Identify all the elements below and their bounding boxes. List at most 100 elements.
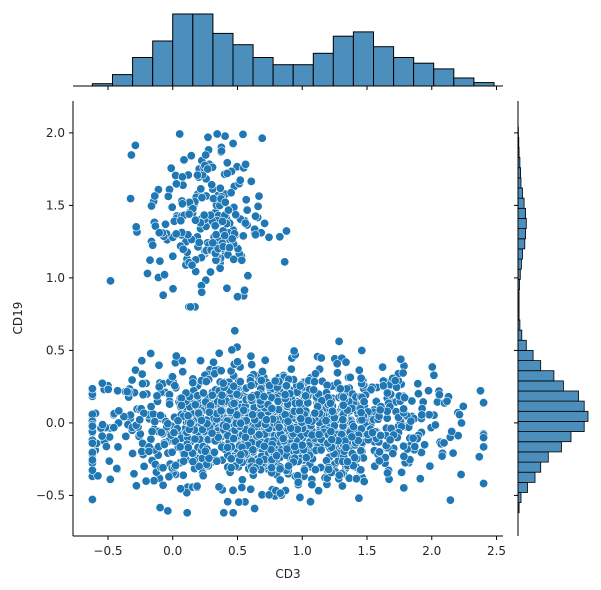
data-point [284, 461, 294, 471]
data-point [178, 244, 188, 254]
data-point [334, 336, 344, 346]
data-point [219, 508, 229, 518]
hist-bar-x [132, 57, 154, 87]
hist-bar-x [292, 64, 314, 87]
data-point [197, 415, 207, 425]
data-point [309, 385, 319, 395]
data-point [146, 402, 156, 412]
data-point [237, 475, 247, 485]
data-point [278, 433, 288, 443]
data-point [223, 442, 233, 452]
data-point [173, 416, 183, 426]
hist-bar-x [252, 57, 274, 87]
data-point [248, 465, 258, 475]
data-point [196, 184, 206, 194]
data-point [233, 357, 243, 367]
data-point [227, 234, 237, 244]
data-point [127, 375, 137, 385]
y-tick-label: 1.5 [46, 198, 65, 212]
data-point [158, 290, 168, 300]
data-point [178, 367, 188, 377]
data-point [454, 410, 464, 420]
data-point [447, 426, 457, 436]
data-point [429, 370, 439, 380]
data-point [388, 448, 398, 458]
data-point [158, 463, 168, 473]
data-point [246, 176, 256, 186]
data-point [154, 360, 164, 370]
data-point [385, 435, 395, 445]
hist-bar-x [413, 62, 435, 87]
data-point [366, 385, 376, 395]
data-point [139, 408, 149, 418]
data-point [168, 372, 178, 382]
hist-bar-y [517, 248, 523, 260]
data-point [87, 494, 97, 504]
data-point [169, 428, 179, 438]
data-point [246, 392, 256, 402]
data-point [281, 381, 291, 391]
data-point [207, 180, 217, 190]
data-point [430, 420, 440, 430]
hist-bar-y [517, 207, 526, 219]
data-point [295, 492, 305, 502]
hist-bar-x [453, 77, 475, 87]
data-point [301, 453, 311, 463]
data-point [341, 443, 351, 453]
data-point [248, 445, 258, 455]
data-point [224, 205, 234, 215]
data-point [382, 388, 392, 398]
data-point [220, 197, 230, 207]
data-point [475, 386, 485, 396]
data-point [182, 508, 192, 518]
data-point [198, 471, 208, 481]
data-point [105, 474, 115, 484]
x-tick-label: 0.5 [228, 544, 247, 558]
data-point [375, 405, 385, 415]
hist-bar-x [433, 68, 455, 87]
data-point [283, 416, 293, 426]
data-point [390, 376, 400, 386]
data-point [267, 403, 277, 413]
y-axis-label: CD19 [11, 302, 25, 335]
data-point [150, 221, 160, 231]
data-point [122, 387, 132, 397]
data-point [264, 490, 274, 500]
data-point [289, 346, 299, 356]
x-tick-label: 1.5 [357, 544, 376, 558]
data-point [235, 377, 245, 387]
data-point [374, 447, 384, 457]
data-point [349, 422, 359, 432]
data-point [310, 465, 320, 475]
data-point [215, 183, 225, 193]
data-point [144, 446, 154, 456]
data-point [351, 474, 361, 484]
data-point [240, 218, 250, 228]
data-point [211, 230, 221, 240]
data-point [280, 257, 290, 267]
data-point [155, 503, 165, 513]
data-point [212, 129, 222, 139]
x-tick-label: 1.0 [293, 544, 312, 558]
data-point [309, 377, 319, 387]
data-point [240, 285, 250, 295]
data-point [218, 378, 228, 388]
data-point [399, 404, 409, 414]
data-point [97, 431, 107, 441]
data-point [237, 255, 247, 265]
data-point [216, 406, 226, 416]
data-point [175, 442, 185, 452]
data-point [171, 351, 181, 361]
data-point [254, 430, 264, 440]
scatter-points [87, 129, 489, 518]
data-point [178, 470, 188, 480]
data-point [275, 232, 285, 242]
data-point [119, 412, 129, 422]
data-point [356, 465, 366, 475]
data-point [357, 345, 367, 355]
hist-bar-x [152, 40, 174, 87]
data-point [316, 445, 326, 455]
data-point [197, 193, 207, 203]
hist-bar-y [517, 187, 523, 199]
data-point [139, 461, 149, 471]
